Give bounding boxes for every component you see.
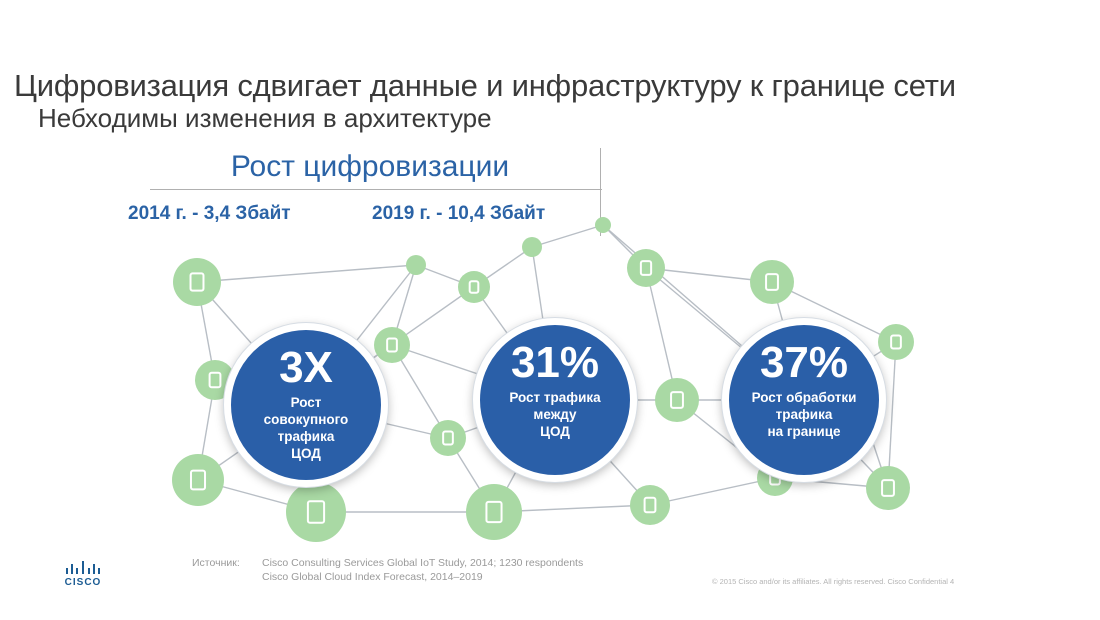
monitor-icon — [878, 324, 914, 360]
stat-circle-dc-traffic: 3X Рост совокупного трафика ЦОД — [224, 323, 388, 487]
network-edge — [645, 267, 678, 401]
stat-circle-value: 3X — [279, 343, 333, 392]
network-edge — [196, 264, 417, 283]
slide-subtitle: Небходимы изменения в архитектуре — [38, 103, 492, 133]
airplane-icon — [466, 484, 522, 540]
growth-vertical-divider — [600, 148, 601, 236]
stat-circle-label: Рост трафика между ЦОД — [509, 390, 601, 439]
source-line-1: Cisco Consulting Services Global IoT Stu… — [262, 557, 584, 569]
headset-icon — [458, 271, 490, 303]
cisco-bars-icon — [66, 561, 100, 574]
stat-circle-inter-dc-traffic: 31% Рост трафика между ЦОД — [473, 318, 637, 482]
stat-2019: 2019 г. - 10,4 Збайт — [372, 203, 546, 224]
slide-title: Цифровизация сдвигает данные и инфрастру… — [14, 68, 956, 103]
mobile-phone-icon — [173, 258, 221, 306]
video-screen-icon — [655, 378, 699, 422]
stat-2014: 2014 г. - 3,4 Збайт — [128, 203, 291, 224]
team-icon — [630, 485, 670, 525]
network-edge — [531, 224, 604, 248]
building-icon — [595, 217, 611, 233]
mine-cart-icon — [172, 454, 224, 506]
water-drop-icon — [286, 482, 346, 542]
stat-circle-value: 31% — [510, 338, 600, 387]
growth-heading: Рост цифровизации — [230, 150, 510, 183]
cisco-logo: CISCO — [58, 560, 108, 592]
stat-circle-value: 37% — [759, 338, 849, 387]
stat-circle-label: Рост совокупного трафика ЦОД — [263, 395, 349, 461]
network-edge — [649, 477, 776, 506]
growth-divider — [150, 189, 602, 190]
stat-circle-label: Рост обработки трафика на границе — [751, 390, 857, 439]
lightbulb-icon — [866, 466, 910, 510]
source-label: Источник: — [192, 557, 240, 569]
cisco-wordmark: CISCO — [64, 577, 102, 588]
network-edge — [771, 281, 897, 343]
copyright-footer: © 2015 Cisco and/or its affiliates. All … — [712, 577, 955, 586]
network-nodes — [172, 217, 914, 542]
stat-circle-edge-processing: 37% Рост обработки трафика на границе — [722, 318, 886, 482]
source-line-2: Cisco Global Cloud Index Forecast, 2014–… — [262, 571, 483, 583]
factory-icon — [750, 260, 794, 304]
video-camera-icon — [627, 249, 665, 287]
gear-icon — [406, 255, 426, 275]
network-edge — [887, 341, 897, 489]
network-edge — [391, 344, 449, 439]
hand-icon — [374, 327, 410, 363]
sensor-icon — [522, 237, 542, 257]
phone-icon — [430, 420, 466, 456]
